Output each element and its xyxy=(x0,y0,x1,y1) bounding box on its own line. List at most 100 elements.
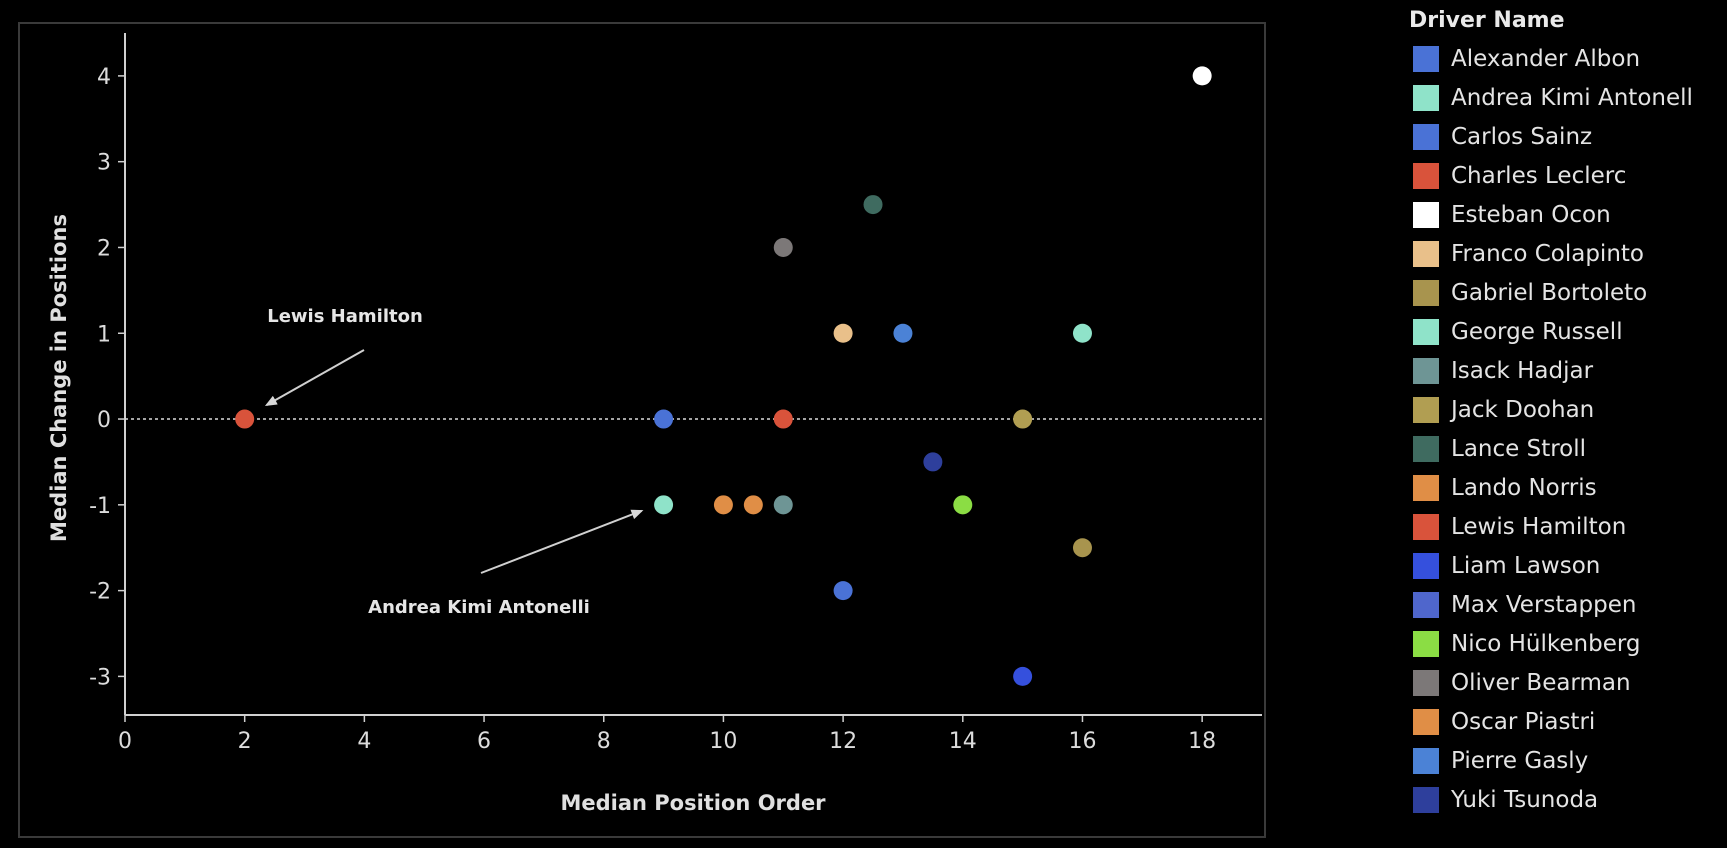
y-tick-label: 2 xyxy=(97,236,111,261)
legend-swatch xyxy=(1413,552,1439,579)
legend-item[interactable]: Alexander Albon xyxy=(1409,39,1693,78)
legend-swatch xyxy=(1413,669,1439,696)
legend-swatch xyxy=(1413,747,1439,774)
chart-frame xyxy=(18,22,1266,838)
data-point[interactable] xyxy=(1072,538,1092,558)
legend-item[interactable]: Andrea Kimi Antonell xyxy=(1409,78,1693,117)
data-point[interactable] xyxy=(863,195,883,215)
legend-item[interactable]: Lance Stroll xyxy=(1409,429,1693,468)
data-point[interactable] xyxy=(773,237,793,257)
y-tick-label: 4 xyxy=(97,65,111,90)
y-tick-label: 3 xyxy=(97,151,111,176)
legend-label: Alexander Albon xyxy=(1451,45,1641,72)
legend-swatch xyxy=(1413,162,1439,189)
data-point[interactable] xyxy=(1013,666,1033,686)
x-tick-label: 2 xyxy=(238,729,252,754)
data-point[interactable] xyxy=(713,495,733,515)
legend-item[interactable]: Lewis Hamilton xyxy=(1409,507,1693,546)
legend-item[interactable]: Max Verstappen xyxy=(1409,585,1693,624)
legend-swatch xyxy=(1413,396,1439,423)
legend-label: Lance Stroll xyxy=(1451,435,1587,462)
legend-swatch xyxy=(1413,357,1439,384)
data-point[interactable] xyxy=(654,495,674,515)
y-tick-label: -1 xyxy=(89,494,111,519)
annotation-arrow xyxy=(264,349,365,407)
legend-swatch xyxy=(1413,240,1439,267)
y-tick-label: 1 xyxy=(97,322,111,347)
legend-swatch xyxy=(1413,123,1439,150)
x-tick-label: 4 xyxy=(357,729,371,754)
legend-item[interactable]: Carlos Sainz xyxy=(1409,117,1693,156)
y-tick-label: -3 xyxy=(89,665,111,690)
legend-item[interactable]: Gabriel Bortoleto xyxy=(1409,273,1693,312)
legend-item[interactable]: Charles Leclerc xyxy=(1409,156,1693,195)
data-point[interactable] xyxy=(893,323,913,343)
legend-item[interactable]: Jack Doohan xyxy=(1409,390,1693,429)
legend-swatch xyxy=(1413,435,1439,462)
data-point[interactable] xyxy=(1013,409,1033,429)
legend-label: Oliver Bearman xyxy=(1451,669,1631,696)
legend-title: Driver Name xyxy=(1409,8,1565,33)
legend-label: Andrea Kimi Antonell xyxy=(1451,84,1693,111)
x-tick-label: 16 xyxy=(1068,729,1096,754)
legend-label: Esteban Ocon xyxy=(1451,201,1611,228)
legend-label: Oscar Piastri xyxy=(1451,708,1596,735)
x-tick-label: 8 xyxy=(597,729,611,754)
legend-label: Max Verstappen xyxy=(1451,591,1637,618)
legend: Driver Name Alexander Albon Andrea Kimi A… xyxy=(1409,8,1693,819)
legend-item[interactable]: Nico Hülkenberg xyxy=(1409,624,1693,663)
x-tick-label: 0 xyxy=(118,729,132,754)
legend-label: Franco Colapinto xyxy=(1451,240,1644,267)
legend-item[interactable]: George Russell xyxy=(1409,312,1693,351)
data-point[interactable] xyxy=(1072,323,1092,343)
legend-swatch xyxy=(1413,201,1439,228)
legend-label: Yuki Tsunoda xyxy=(1451,786,1599,813)
legend-label: George Russell xyxy=(1451,318,1623,345)
y-tick-label: 0 xyxy=(97,408,111,433)
legend-label: Lewis Hamilton xyxy=(1451,513,1627,540)
legend-label: Pierre Gasly xyxy=(1451,747,1589,774)
legend-swatch xyxy=(1413,84,1439,111)
legend-label: Jack Doohan xyxy=(1451,396,1595,423)
x-tick-label: 14 xyxy=(949,729,977,754)
legend-label: Charles Leclerc xyxy=(1451,162,1627,189)
legend-swatch xyxy=(1413,513,1439,540)
legend-label: Carlos Sainz xyxy=(1451,123,1593,150)
data-point[interactable] xyxy=(235,409,255,429)
annotation-arrow xyxy=(480,509,644,574)
legend-label: Nico Hülkenberg xyxy=(1451,630,1641,657)
legend-item[interactable]: Yuki Tsunoda xyxy=(1409,780,1693,819)
legend-swatch xyxy=(1413,45,1439,72)
data-point[interactable] xyxy=(743,495,763,515)
legend-swatch xyxy=(1413,630,1439,657)
legend-swatch xyxy=(1413,591,1439,618)
legend-item[interactable]: Esteban Ocon xyxy=(1409,195,1693,234)
legend-item[interactable]: Oliver Bearman xyxy=(1409,663,1693,702)
legend-swatch xyxy=(1413,279,1439,306)
y-tick-label: -2 xyxy=(89,580,111,605)
data-point[interactable] xyxy=(953,495,973,515)
data-point[interactable] xyxy=(923,452,943,472)
legend-item[interactable]: Franco Colapinto xyxy=(1409,234,1693,273)
legend-item[interactable]: Oscar Piastri xyxy=(1409,702,1693,741)
data-point[interactable] xyxy=(833,323,853,343)
legend-item[interactable]: Lando Norris xyxy=(1409,468,1693,507)
data-point[interactable] xyxy=(1192,66,1212,86)
x-axis-title: Median Position Order xyxy=(560,791,826,815)
legend-swatch xyxy=(1413,474,1439,501)
data-point[interactable] xyxy=(773,495,793,515)
data-point[interactable] xyxy=(833,581,853,601)
annotation-lewis-hamilton: Lewis Hamilton xyxy=(267,306,423,327)
legend-item[interactable]: Liam Lawson xyxy=(1409,546,1693,585)
legend-item[interactable]: Isack Hadjar xyxy=(1409,351,1693,390)
legend-label: Gabriel Bortoleto xyxy=(1451,279,1648,306)
annotation-andrea-kimi-antonelli: Andrea Kimi Antonelli xyxy=(368,597,590,618)
legend-item[interactable]: Pierre Gasly xyxy=(1409,741,1693,780)
data-point[interactable] xyxy=(654,409,674,429)
x-tick-label: 18 xyxy=(1188,729,1216,754)
data-point[interactable] xyxy=(773,409,793,429)
y-axis-title: Median Change in Positions xyxy=(47,214,71,542)
legend-swatch xyxy=(1413,708,1439,735)
legend-label: Lando Norris xyxy=(1451,474,1597,501)
